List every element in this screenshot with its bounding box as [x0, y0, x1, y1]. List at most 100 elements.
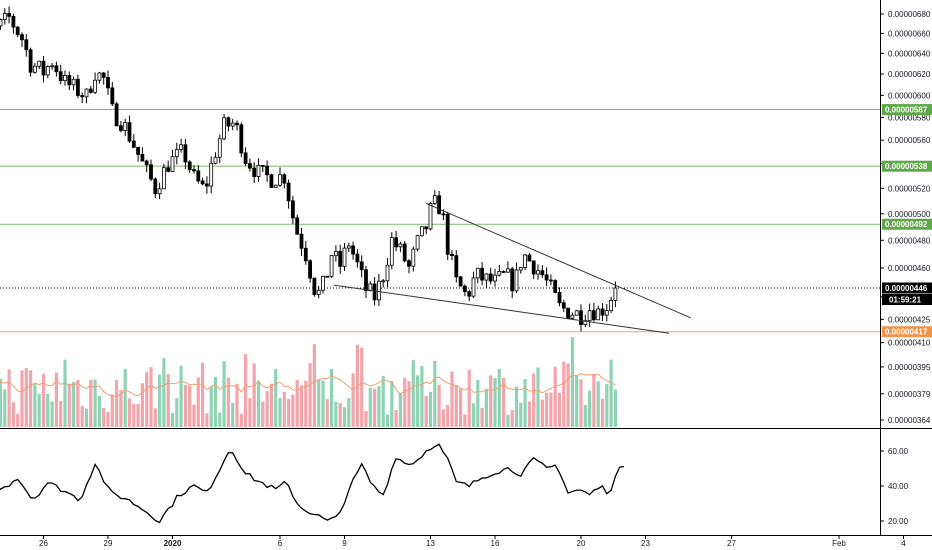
candle[interactable]	[359, 255, 364, 278]
candle[interactable]	[235, 120, 239, 131]
candle[interactable]	[243, 147, 248, 166]
candle[interactable]	[514, 262, 519, 294]
candle[interactable]	[226, 116, 231, 132]
candle[interactable]	[381, 278, 386, 288]
candle[interactable]	[260, 165, 265, 173]
support-badge-3[interactable]: 0.00000492	[882, 218, 932, 230]
candle[interactable]	[454, 250, 459, 283]
candle[interactable]	[54, 61, 59, 77]
candle[interactable]	[157, 182, 162, 200]
candle[interactable]	[140, 147, 145, 162]
candle[interactable]	[527, 253, 532, 262]
candle[interactable]	[308, 259, 313, 283]
candle[interactable]	[269, 173, 274, 189]
candle[interactable]	[196, 165, 201, 184]
candle[interactable]	[282, 173, 287, 189]
candle[interactable]	[445, 211, 450, 260]
orange-level-badge[interactable]: 0.00000417	[882, 326, 932, 338]
candle[interactable]	[247, 158, 252, 172]
candle[interactable]	[411, 246, 416, 272]
support-badge-2[interactable]: 0.00000538	[882, 160, 932, 172]
candle[interactable]	[161, 163, 166, 190]
candle[interactable]	[566, 307, 570, 319]
candle[interactable]	[71, 76, 76, 91]
candle[interactable]	[101, 71, 106, 85]
candle[interactable]	[488, 267, 493, 285]
candle[interactable]	[600, 303, 605, 322]
time-axis[interactable]: 26 29 2020 6 9 13 16 20 23 27 Feb 4	[39, 535, 906, 548]
candle[interactable]	[450, 250, 454, 261]
candle[interactable]	[518, 267, 523, 274]
candle[interactable]	[419, 226, 424, 237]
candle[interactable]	[256, 158, 261, 182]
candle[interactable]	[41, 56, 46, 83]
candle[interactable]	[149, 159, 153, 182]
candle[interactable]	[97, 71, 102, 84]
candle[interactable]	[265, 160, 270, 182]
candle[interactable]	[303, 241, 308, 265]
candle[interactable]	[2, 8, 7, 25]
candle[interactable]	[119, 121, 123, 133]
candle[interactable]	[471, 271, 476, 299]
upper-trendline[interactable]	[426, 202, 691, 319]
candle[interactable]	[50, 62, 54, 70]
candle[interactable]	[187, 160, 192, 173]
candle[interactable]	[497, 264, 502, 277]
candle[interactable]	[123, 118, 128, 136]
candle[interactable]	[88, 85, 93, 94]
candle[interactable]	[67, 71, 72, 91]
candle[interactable]	[239, 122, 244, 158]
candle[interactable]	[45, 65, 50, 79]
candle[interactable]	[523, 253, 527, 271]
candle[interactable]	[531, 260, 536, 279]
candle[interactable]	[37, 60, 42, 70]
candle[interactable]	[114, 101, 119, 127]
candle[interactable]	[7, 6, 11, 24]
candle[interactable]	[273, 184, 278, 188]
candle[interactable]	[312, 277, 317, 297]
candle[interactable]	[204, 176, 209, 194]
candle[interactable]	[76, 74, 80, 99]
candle[interactable]	[217, 134, 222, 164]
candle[interactable]	[579, 304, 583, 332]
candle[interactable]	[402, 240, 407, 263]
candle[interactable]	[609, 296, 613, 313]
candle[interactable]	[553, 279, 558, 293]
rsi-pane[interactable]	[0, 443, 932, 536]
candle[interactable]	[20, 32, 24, 48]
candle[interactable]	[325, 275, 330, 278]
candle[interactable]	[174, 142, 179, 165]
candle[interactable]	[484, 273, 489, 288]
candle[interactable]	[587, 303, 592, 327]
candle[interactable]	[33, 62, 37, 74]
price-pane[interactable]	[0, 6, 932, 429]
candle[interactable]	[398, 241, 403, 253]
candle[interactable]	[321, 275, 325, 294]
candle[interactable]	[510, 266, 515, 299]
candle[interactable]	[144, 159, 149, 173]
candle[interactable]	[84, 88, 89, 104]
candle[interactable]	[458, 276, 463, 287]
candle[interactable]	[428, 202, 433, 231]
candle[interactable]	[127, 115, 132, 143]
last-price-badge[interactable]: 0.00000446	[882, 282, 932, 294]
candle[interactable]	[432, 190, 437, 205]
lower-trendline[interactable]	[333, 284, 670, 334]
candle[interactable]	[299, 227, 304, 256]
candle[interactable]	[183, 139, 188, 169]
candle[interactable]	[613, 281, 618, 308]
candle[interactable]	[278, 167, 282, 187]
candle[interactable]	[58, 64, 63, 85]
candle[interactable]	[153, 177, 158, 199]
candle[interactable]	[561, 299, 566, 313]
candle[interactable]	[316, 285, 321, 299]
candle[interactable]	[346, 242, 351, 253]
candle[interactable]	[536, 264, 540, 280]
candle[interactable]	[0, 18, 3, 30]
candle[interactable]	[574, 309, 579, 316]
candle[interactable]	[342, 242, 347, 271]
candle[interactable]	[592, 302, 596, 322]
candle[interactable]	[136, 146, 141, 162]
candle[interactable]	[295, 214, 300, 235]
